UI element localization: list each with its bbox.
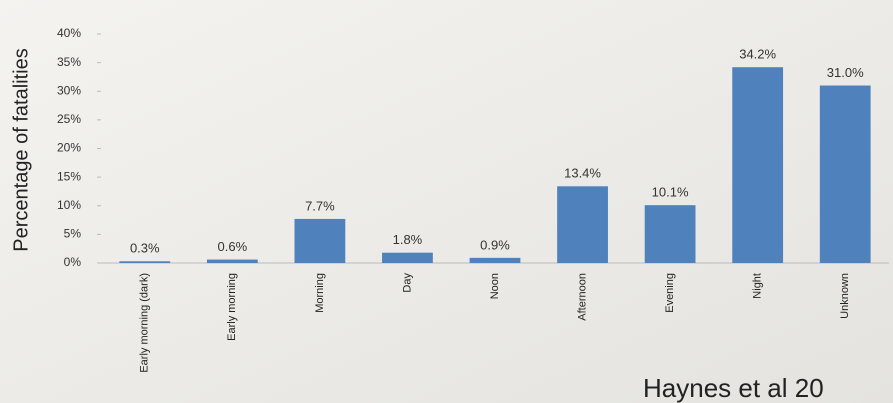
x-tick-label: Early morning (dark)	[139, 273, 151, 373]
y-axis-label: Percentage of fatalities	[10, 48, 32, 251]
bar	[820, 86, 871, 263]
value-label: 0.3%	[130, 241, 160, 256]
bar	[382, 253, 433, 263]
bar	[732, 67, 783, 263]
y-tick-label: 40%	[57, 26, 81, 40]
bar	[294, 219, 345, 263]
value-label: 1.8%	[393, 232, 423, 247]
x-tick-label: Afternoon	[576, 273, 588, 321]
x-tick-label: Evening	[664, 273, 676, 313]
bar	[207, 260, 258, 263]
chart: Percentage of fatalities Haynes et al 20…	[0, 0, 893, 403]
value-label: 13.4%	[564, 166, 601, 181]
y-tick-label: 0%	[64, 255, 82, 269]
x-tick-label: Early morning	[226, 273, 238, 341]
value-label: 10.1%	[652, 185, 689, 200]
y-tick-label: 20%	[57, 141, 81, 155]
page: {"chart_data": {"type": "bar", "y_label"…	[0, 0, 893, 403]
y-tick-label: 30%	[57, 83, 81, 97]
value-label: 0.6%	[218, 239, 248, 254]
y-tick-label: 5%	[64, 227, 82, 241]
value-label: 7.7%	[305, 198, 335, 213]
annotation: Haynes et al 20	[643, 373, 824, 403]
y-tick-label: 10%	[57, 198, 81, 212]
bar	[119, 261, 170, 263]
y-tick-label: 25%	[57, 112, 81, 126]
bar	[557, 186, 608, 263]
value-label: 34.2%	[739, 47, 776, 62]
x-tick-label: Morning	[314, 273, 326, 313]
y-tick-label: 35%	[57, 55, 81, 69]
y-tick-label: 15%	[57, 169, 81, 183]
bar	[470, 258, 521, 263]
x-tick-label: Noon	[489, 273, 501, 299]
value-label: 31.0%	[827, 65, 864, 80]
x-tick-label: Unknown	[839, 273, 851, 319]
x-tick-label: Night	[752, 273, 764, 299]
x-tick-label: Day	[401, 273, 413, 293]
value-label: 0.9%	[480, 237, 510, 252]
bar	[645, 205, 696, 263]
